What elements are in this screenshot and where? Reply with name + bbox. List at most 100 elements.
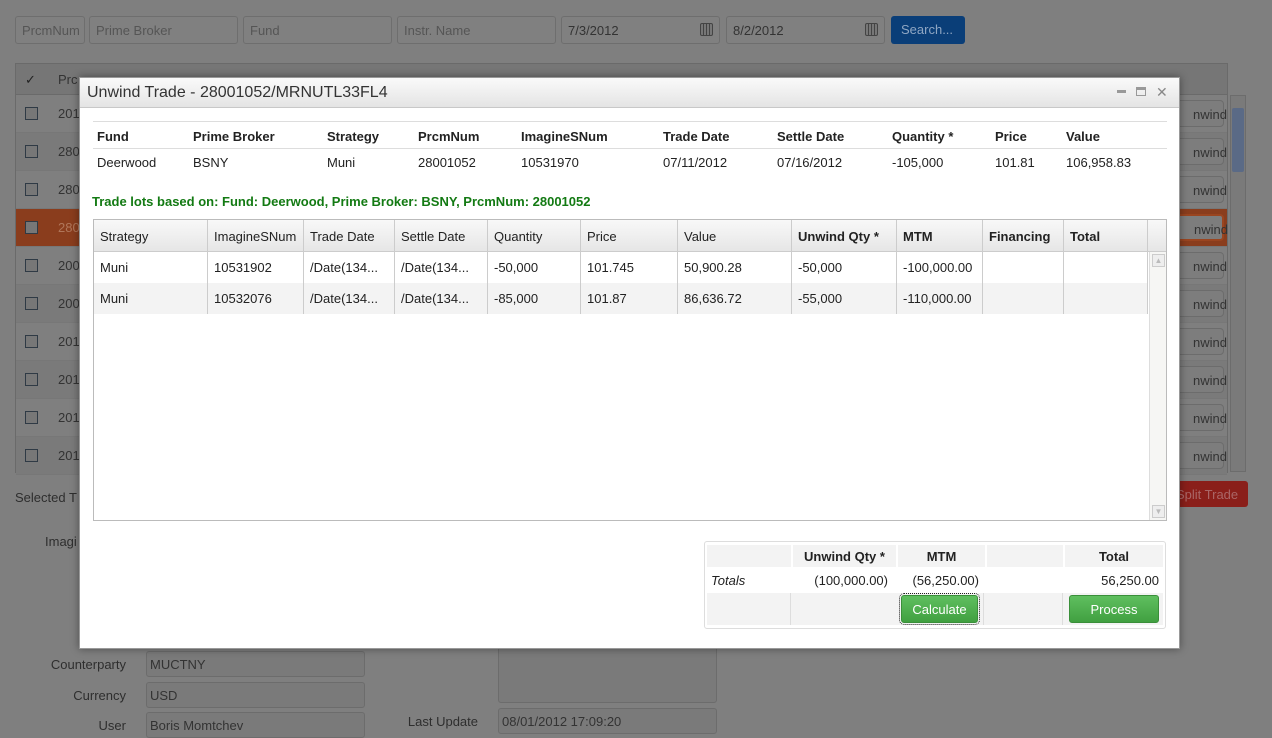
row-checkbox[interactable] (25, 221, 38, 234)
date-from-input[interactable]: 7/3/2012 (561, 16, 720, 44)
search-button[interactable]: Search... (891, 16, 965, 44)
totals-header (707, 545, 791, 567)
row-checkbox[interactable] (25, 411, 38, 424)
last-update-field[interactable]: 08/01/2012 17:09:20 (498, 708, 717, 734)
lot-cell (983, 252, 1064, 283)
summary-value: 10531970 (521, 155, 579, 170)
lot-cell (1064, 283, 1148, 314)
counterparty-field[interactable]: MUCTNY (146, 651, 365, 677)
check-all-header[interactable]: ✓ (25, 72, 36, 87)
lot-cell[interactable]: -55,000 (792, 283, 897, 314)
unwind-button[interactable]: nwind (1176, 328, 1227, 355)
user-field[interactable]: Boris Momtchev (146, 712, 365, 738)
unwind-button[interactable]: nwind (1176, 138, 1227, 165)
totals-header: Total (1065, 545, 1163, 567)
calculate-button[interactable]: Calculate (899, 593, 980, 625)
notes-textarea[interactable] (498, 645, 717, 703)
row-checkbox[interactable] (25, 373, 38, 386)
column-header[interactable]: Settle Date (395, 220, 488, 251)
row-prcmnum: 280 (58, 182, 80, 197)
row-prcmnum: 201 (58, 106, 80, 121)
fund-filter[interactable]: Fund (243, 16, 392, 44)
summary-value: 28001052 (418, 155, 476, 170)
lot-cell (983, 283, 1064, 314)
scroll-thumb[interactable] (1232, 108, 1244, 172)
lot-cell: 10532076 (208, 283, 304, 314)
process-button[interactable]: Process (1069, 595, 1159, 623)
summary-header: Fund (97, 129, 129, 144)
row-prcmnum: 201 (58, 372, 80, 387)
column-header[interactable]: Price (581, 220, 678, 251)
row-checkbox[interactable] (25, 297, 38, 310)
column-header[interactable]: Trade Date (304, 220, 395, 251)
prcmnum-filter[interactable]: PrcmNum (15, 16, 85, 44)
unwind-button[interactable]: nwind (1176, 252, 1227, 279)
close-icon[interactable]: ✕ (1156, 84, 1168, 100)
lot-row[interactable]: Muni 10531902/Date(134.../Date(134... -50,… (94, 252, 1148, 283)
totals-header: Unwind Qty * (793, 545, 896, 567)
scroll-down-icon[interactable]: ▼ (1152, 505, 1165, 518)
counterparty-label: Counterparty (50, 657, 126, 672)
row-prcmnum: 200 (58, 258, 80, 273)
header-prcmnum[interactable]: Prc (58, 72, 78, 87)
scroll-up-icon[interactable]: ▲ (1152, 254, 1165, 267)
instr-name-filter[interactable]: Instr. Name (397, 16, 556, 44)
dialog-title: Unwind Trade - 28001052/MRNUTL33FL4 (80, 78, 1179, 108)
summary-value: 07/16/2012 (777, 155, 843, 170)
summary-value: 106,958.83 (1066, 155, 1132, 170)
unwind-trade-dialog: Unwind Trade - 28001052/MRNUTL33FL4 ✕ Fu… (79, 77, 1180, 649)
unwind-button[interactable]: nwind (1176, 404, 1227, 431)
row-checkbox[interactable] (25, 259, 38, 272)
lot-cell: 50,900.28 (678, 252, 792, 283)
column-header[interactable]: Unwind Qty * (792, 220, 897, 251)
row-prcmnum: 200 (58, 296, 80, 311)
calendar-icon[interactable] (700, 23, 713, 36)
column-header[interactable]: MTM (897, 220, 983, 251)
row-checkbox[interactable] (25, 449, 38, 462)
unwind-button[interactable]: nwind (1176, 290, 1227, 317)
date-to-value: 8/2/2012 (733, 23, 784, 38)
summary-header: Strategy (327, 129, 380, 144)
totals-panel: Unwind Qty * MTM Total Totals (100,000.00)… (704, 541, 1166, 629)
summary-header: Value (1066, 129, 1100, 144)
lot-cell: -100,000.00 (897, 252, 983, 283)
row-prcmnum: 201 (58, 410, 80, 425)
row-checkbox[interactable] (25, 107, 38, 120)
lot-cell[interactable]: -50,000 (792, 252, 897, 283)
unwind-button[interactable]: nwind (1176, 442, 1227, 469)
column-header[interactable]: Financing (983, 220, 1064, 251)
summary-value: 07/11/2012 (663, 155, 728, 170)
summary-value: BSNY (193, 155, 229, 170)
unwind-button[interactable]: nwind (1176, 100, 1227, 127)
date-from-value: 7/3/2012 (568, 23, 619, 38)
totals-header (987, 545, 1063, 567)
row-checkbox[interactable] (25, 183, 38, 196)
lots-scrollbar[interactable]: ▲ ▼ (1149, 252, 1166, 520)
prime-broker-filter[interactable]: Prime Broker (89, 16, 238, 44)
summary-value: 101.81 (995, 155, 1035, 170)
unwind-button[interactable]: nwind (1176, 176, 1227, 203)
row-prcmnum: 280 (58, 220, 80, 235)
column-header[interactable]: Quantity (488, 220, 581, 251)
row-checkbox[interactable] (25, 335, 38, 348)
row-checkbox[interactable] (25, 145, 38, 158)
lot-row[interactable]: Muni 10532076/Date(134.../Date(134... -85,… (94, 283, 1148, 314)
trade-summary: Fund Deerwood Prime Broker BSNY Strategy Muni… (93, 121, 1167, 170)
lots-caption: Trade lots based on: Fund: Deerwood, Pri… (92, 194, 591, 209)
currency-field[interactable]: USD (146, 682, 365, 708)
unwind-button[interactable]: nwind (1176, 214, 1228, 241)
maximize-icon[interactable] (1136, 87, 1146, 96)
summary-header: ImagineSNum (521, 129, 608, 144)
unwind-button[interactable]: nwind (1176, 366, 1227, 393)
column-header[interactable]: ImagineSNum (208, 220, 304, 251)
lot-cell: /Date(134... (395, 252, 488, 283)
calendar-icon[interactable] (865, 23, 878, 36)
minimize-icon[interactable] (1117, 90, 1126, 93)
date-to-input[interactable]: 8/2/2012 (726, 16, 885, 44)
lot-cell: /Date(134... (395, 283, 488, 314)
column-header[interactable]: Strategy (94, 220, 208, 251)
column-header[interactable]: Value (678, 220, 792, 251)
grid-scrollbar[interactable] (1230, 95, 1246, 472)
column-header[interactable]: Total (1064, 220, 1148, 251)
split-trade-button[interactable]: Split Trade (1170, 481, 1248, 507)
